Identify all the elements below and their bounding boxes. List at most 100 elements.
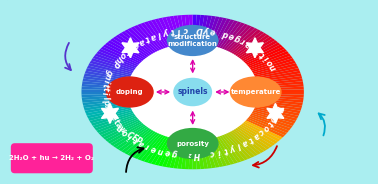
Polygon shape	[253, 63, 297, 76]
Polygon shape	[177, 139, 186, 169]
Polygon shape	[253, 108, 297, 121]
Polygon shape	[223, 24, 248, 51]
Polygon shape	[141, 134, 164, 161]
Text: a: a	[241, 137, 249, 147]
Polygon shape	[82, 97, 129, 103]
Polygon shape	[170, 139, 181, 168]
Polygon shape	[232, 129, 264, 153]
Polygon shape	[130, 132, 158, 158]
Polygon shape	[181, 140, 188, 169]
Text: a: a	[113, 121, 124, 131]
Polygon shape	[202, 15, 212, 45]
Polygon shape	[257, 81, 303, 87]
Polygon shape	[155, 137, 173, 165]
Text: h: h	[270, 109, 281, 118]
Polygon shape	[98, 49, 139, 67]
Polygon shape	[118, 128, 151, 151]
Text: t: t	[132, 135, 139, 144]
Polygon shape	[82, 79, 129, 85]
Polygon shape	[200, 15, 208, 45]
Polygon shape	[236, 35, 270, 58]
Text: d: d	[222, 29, 229, 39]
Polygon shape	[254, 105, 299, 116]
Text: e: e	[108, 114, 118, 123]
Text: a: a	[251, 130, 261, 141]
Polygon shape	[93, 113, 135, 128]
Polygon shape	[90, 61, 133, 74]
Text: t: t	[144, 33, 151, 43]
Polygon shape	[94, 114, 136, 131]
Polygon shape	[249, 53, 291, 70]
Text: n: n	[116, 123, 125, 133]
Text: o: o	[260, 122, 271, 132]
Text: 2H₂O + hu → 2H₂ + O₂: 2H₂O + hu → 2H₂ + O₂	[9, 155, 94, 161]
Text: d: d	[249, 42, 259, 52]
Polygon shape	[254, 66, 298, 77]
Polygon shape	[257, 99, 303, 105]
Text: t: t	[247, 134, 255, 144]
Polygon shape	[158, 18, 175, 47]
Text: t: t	[258, 49, 267, 59]
Polygon shape	[193, 15, 197, 44]
Polygon shape	[250, 56, 293, 71]
Polygon shape	[174, 139, 184, 169]
Polygon shape	[90, 110, 133, 123]
Polygon shape	[84, 73, 130, 82]
Polygon shape	[246, 38, 263, 58]
Polygon shape	[213, 137, 231, 165]
Polygon shape	[195, 15, 200, 44]
Polygon shape	[206, 138, 220, 168]
Polygon shape	[82, 92, 128, 95]
Polygon shape	[127, 131, 156, 156]
Polygon shape	[241, 40, 278, 61]
Text: a: a	[254, 45, 263, 56]
Polygon shape	[231, 29, 261, 54]
Polygon shape	[257, 87, 304, 90]
Text: l: l	[236, 141, 242, 150]
Text: n: n	[157, 145, 164, 155]
Polygon shape	[94, 53, 136, 70]
Polygon shape	[232, 31, 264, 55]
Ellipse shape	[167, 128, 218, 159]
Polygon shape	[86, 68, 131, 79]
Polygon shape	[251, 112, 294, 126]
Text: spinels: spinels	[177, 88, 208, 96]
Polygon shape	[242, 42, 280, 63]
Text: g: g	[172, 148, 178, 158]
Polygon shape	[115, 35, 149, 58]
Polygon shape	[170, 16, 181, 45]
Polygon shape	[84, 102, 130, 111]
Polygon shape	[238, 125, 273, 148]
FancyBboxPatch shape	[11, 143, 93, 173]
Polygon shape	[197, 140, 204, 169]
Polygon shape	[93, 56, 135, 71]
Polygon shape	[257, 97, 303, 103]
Polygon shape	[246, 49, 287, 67]
Text: porosity: porosity	[176, 141, 209, 146]
Text: D: D	[195, 25, 203, 34]
Polygon shape	[96, 51, 138, 68]
Polygon shape	[166, 138, 179, 168]
Polygon shape	[208, 138, 223, 167]
Polygon shape	[200, 139, 208, 169]
Polygon shape	[244, 44, 283, 64]
Polygon shape	[257, 84, 304, 89]
Polygon shape	[215, 136, 234, 165]
Polygon shape	[256, 73, 301, 82]
Polygon shape	[267, 103, 284, 123]
Polygon shape	[238, 36, 273, 59]
Text: e: e	[150, 143, 158, 153]
Polygon shape	[215, 19, 234, 48]
Polygon shape	[87, 107, 132, 118]
Polygon shape	[181, 15, 188, 44]
Polygon shape	[118, 33, 151, 56]
Text: t: t	[101, 83, 110, 88]
Polygon shape	[82, 84, 128, 89]
Polygon shape	[217, 20, 238, 48]
Text: r: r	[144, 141, 151, 151]
Text: P: P	[134, 136, 143, 147]
Polygon shape	[177, 15, 186, 45]
Polygon shape	[254, 107, 298, 118]
Polygon shape	[195, 140, 200, 169]
Text: t: t	[111, 118, 120, 126]
